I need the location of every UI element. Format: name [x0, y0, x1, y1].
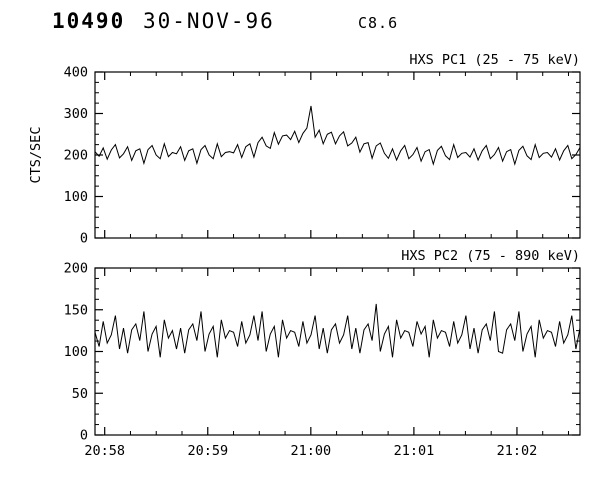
svg-text:21:02: 21:02: [497, 443, 538, 459]
svg-text:21:01: 21:01: [394, 443, 435, 459]
svg-text:200: 200: [64, 148, 88, 164]
svg-text:21:00: 21:00: [291, 443, 332, 459]
svg-text:200: 200: [64, 261, 88, 277]
svg-text:100: 100: [64, 189, 88, 205]
svg-text:100: 100: [64, 344, 88, 360]
svg-text:50: 50: [72, 386, 88, 402]
panel1-plot-area: 0 100 200 300 400: [64, 65, 581, 247]
panel2-title: HXS PC2 (75 - 890 keV): [401, 248, 580, 264]
svg-text:400: 400: [64, 65, 88, 81]
svg-text:0: 0: [80, 428, 88, 444]
panel2-plot-area: 0 50 100 150 200 20:58 20:59 21:00 21:01 21:02: [64, 261, 581, 459]
goes-class: C8.6: [358, 14, 399, 32]
flare-number: 10490: [52, 9, 126, 33]
svg-text:300: 300: [64, 106, 88, 122]
svg-text:0: 0: [80, 231, 88, 247]
svg-text:150: 150: [64, 302, 88, 318]
svg-text:20:59: 20:59: [187, 443, 228, 459]
panel1-title: HXS PC1 (25 - 75 keV): [409, 52, 580, 68]
svg-text:20:58: 20:58: [84, 443, 125, 459]
y-axis-label: CTS/SEC: [28, 127, 44, 184]
observation-date: 30-NOV-96: [143, 9, 275, 33]
